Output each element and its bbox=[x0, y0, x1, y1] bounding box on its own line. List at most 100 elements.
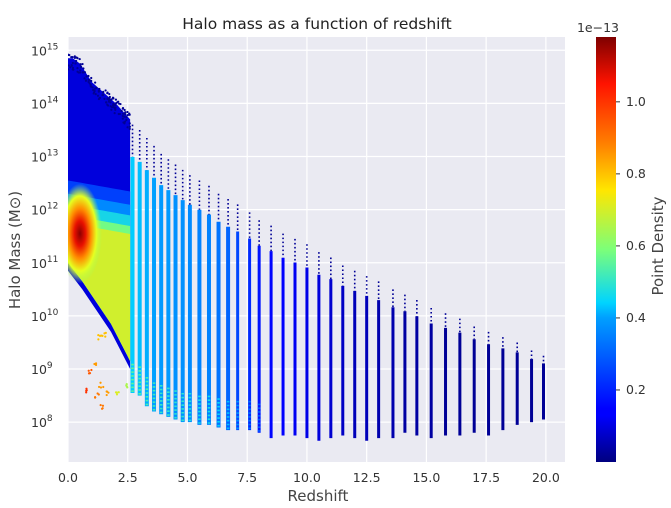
data-point bbox=[103, 332, 106, 335]
data-point bbox=[114, 98, 118, 101]
data-point bbox=[85, 75, 88, 78]
x-tick-label: 2.5 bbox=[118, 470, 138, 485]
data-point bbox=[88, 372, 92, 375]
data-point bbox=[123, 108, 126, 112]
data-point bbox=[71, 55, 74, 59]
data-point bbox=[68, 64, 70, 67]
colorbar-tick-label: 0.2 bbox=[626, 382, 646, 397]
data-point bbox=[88, 79, 91, 82]
data-point bbox=[73, 55, 76, 58]
colorbar-ticks: 0.2 0.4 0.6 0.8 1.0 bbox=[616, 94, 646, 397]
y-tick-label: 1013 bbox=[31, 149, 58, 165]
data-point bbox=[97, 334, 100, 337]
data-point bbox=[113, 107, 117, 110]
data-point bbox=[101, 334, 104, 337]
x-tick-label: 12.5 bbox=[353, 470, 381, 485]
data-point bbox=[112, 97, 115, 100]
data-point bbox=[98, 87, 101, 91]
data-point bbox=[76, 67, 79, 70]
x-axis-ticks: 0.0 2.5 5.0 7.5 10.0 12.5 15.0 17.5 20.0 bbox=[58, 470, 560, 485]
data-point bbox=[121, 117, 124, 120]
data-point bbox=[118, 112, 122, 116]
data-point bbox=[98, 97, 101, 100]
data-point bbox=[113, 112, 116, 115]
colorbar-tick-label: 0.8 bbox=[626, 166, 646, 181]
x-tick-label: 15.0 bbox=[412, 470, 440, 485]
data-point bbox=[82, 71, 85, 74]
data-point bbox=[104, 89, 107, 92]
data-point bbox=[92, 88, 95, 91]
data-point bbox=[125, 118, 128, 122]
data-point bbox=[85, 391, 88, 394]
data-point bbox=[97, 385, 101, 389]
data-point bbox=[75, 59, 78, 63]
x-tick-label: 0.0 bbox=[58, 470, 78, 485]
data-point bbox=[73, 56, 77, 60]
data-point bbox=[99, 386, 103, 389]
data-point bbox=[71, 61, 74, 65]
data-point bbox=[128, 112, 131, 115]
data-point bbox=[88, 82, 91, 85]
data-point bbox=[87, 369, 90, 372]
data-point bbox=[96, 94, 100, 97]
data-point bbox=[84, 79, 88, 82]
y-tick-label: 1011 bbox=[31, 255, 58, 271]
colorbar: 0.2 0.4 0.6 0.8 1.0 1e−13 Point Density bbox=[577, 20, 667, 462]
data-point bbox=[123, 112, 126, 115]
data-point bbox=[115, 393, 119, 396]
data-point bbox=[107, 100, 111, 103]
data-point bbox=[111, 104, 115, 107]
data-point bbox=[108, 95, 111, 99]
data-point bbox=[121, 107, 124, 110]
x-tick-label: 10.0 bbox=[293, 470, 321, 485]
x-tick-label: 17.5 bbox=[472, 470, 500, 485]
x-tick-label: 7.5 bbox=[237, 470, 257, 485]
data-point bbox=[94, 81, 97, 84]
data-point bbox=[128, 127, 131, 130]
y-tick-label: 1015 bbox=[31, 42, 58, 58]
data-point bbox=[90, 368, 93, 372]
chart-title: Halo mass as a function of redshift bbox=[182, 15, 451, 33]
data-point bbox=[72, 68, 75, 71]
redshift-columns bbox=[130, 124, 545, 441]
data-point bbox=[115, 391, 118, 394]
data-point bbox=[115, 101, 118, 105]
data-point bbox=[102, 90, 105, 94]
data-point bbox=[128, 122, 131, 125]
data-point bbox=[123, 120, 127, 123]
data-point bbox=[94, 92, 97, 96]
colorbar-gradient bbox=[596, 37, 616, 462]
data-point bbox=[119, 102, 122, 106]
data-point bbox=[85, 387, 88, 390]
data-point bbox=[82, 67, 85, 70]
data-point bbox=[92, 92, 95, 95]
colorbar-tick-label: 0.6 bbox=[626, 238, 646, 253]
data-point bbox=[99, 403, 102, 407]
data-point bbox=[87, 74, 90, 78]
data-point bbox=[78, 57, 81, 61]
data-point bbox=[106, 104, 110, 107]
data-point bbox=[99, 381, 102, 384]
data-point bbox=[125, 383, 128, 386]
data-point bbox=[94, 396, 97, 399]
data-point bbox=[108, 92, 111, 96]
data-point bbox=[106, 390, 109, 393]
plot-background bbox=[68, 37, 565, 462]
y-tick-label: 109 bbox=[31, 361, 53, 377]
data-point bbox=[76, 57, 79, 60]
colorbar-tick-label: 1.0 bbox=[626, 94, 646, 109]
data-point bbox=[120, 109, 123, 113]
x-tick-label: 20.0 bbox=[532, 470, 560, 485]
data-point bbox=[117, 391, 120, 394]
data-point bbox=[103, 97, 106, 100]
data-point bbox=[97, 338, 100, 341]
data-point bbox=[126, 386, 129, 389]
data-point bbox=[79, 65, 83, 68]
data-point bbox=[125, 116, 128, 119]
data-point bbox=[128, 125, 131, 128]
data-point bbox=[126, 126, 129, 129]
colorbar-multiplier: 1e−13 bbox=[577, 20, 619, 35]
data-point bbox=[74, 62, 77, 65]
y-tick-label: 1014 bbox=[31, 95, 59, 111]
